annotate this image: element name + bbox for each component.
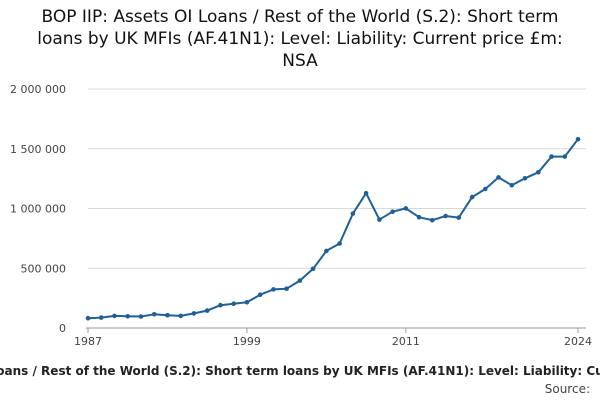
data-point bbox=[509, 183, 515, 188]
series-layer bbox=[85, 136, 581, 321]
x-axis-title-text: BOP IIP: Assets OI Loans / Rest of the W… bbox=[0, 364, 600, 378]
x-tick-label: 2011 bbox=[392, 335, 420, 348]
data-point bbox=[85, 315, 91, 321]
data-point bbox=[257, 292, 263, 298]
data-point bbox=[350, 211, 356, 216]
data-point bbox=[125, 314, 130, 319]
data-point bbox=[430, 217, 435, 223]
data-point bbox=[231, 301, 236, 307]
data-point bbox=[191, 311, 197, 316]
data-point bbox=[271, 287, 276, 292]
data-point bbox=[165, 312, 170, 318]
data-point bbox=[522, 176, 528, 181]
y-tick-label: 500 000 bbox=[21, 262, 67, 275]
data-point bbox=[151, 312, 157, 317]
x-tick-label: 1999 bbox=[233, 335, 261, 348]
data-point bbox=[536, 170, 541, 175]
data-point bbox=[138, 314, 144, 319]
data-point bbox=[310, 266, 316, 272]
data-point bbox=[324, 248, 329, 254]
data-point bbox=[575, 136, 581, 142]
data-point bbox=[377, 217, 382, 222]
y-tick-label: 0 bbox=[59, 322, 66, 335]
data-point bbox=[496, 175, 501, 180]
data-point bbox=[562, 154, 568, 159]
data-point bbox=[297, 278, 303, 283]
data-point bbox=[390, 209, 395, 214]
data-point bbox=[218, 302, 223, 308]
data-point bbox=[284, 286, 289, 292]
y-tick-label: 1 000 000 bbox=[10, 203, 66, 216]
data-point bbox=[363, 190, 369, 196]
data-point bbox=[244, 300, 250, 305]
data-point bbox=[204, 308, 210, 313]
data-point bbox=[456, 215, 462, 220]
data-point bbox=[443, 213, 448, 219]
data-point bbox=[483, 186, 488, 192]
data-point bbox=[549, 154, 554, 159]
gridlines bbox=[88, 88, 586, 269]
data-point bbox=[98, 315, 104, 320]
data-point bbox=[416, 214, 422, 220]
x-tick-label: 2024 bbox=[564, 335, 592, 348]
data-point bbox=[469, 194, 475, 200]
data-point bbox=[337, 241, 342, 246]
y-tick-label: 2 000 000 bbox=[10, 83, 66, 96]
data-point bbox=[112, 313, 117, 319]
data-point bbox=[178, 313, 183, 319]
source-note: Source: bbox=[544, 382, 590, 396]
y-tick-label: 1 500 000 bbox=[10, 143, 66, 156]
series-line bbox=[87, 138, 579, 320]
x-tick-label: 1987 bbox=[74, 335, 102, 348]
x-axis-title: BOP IIP: Assets OI Loans / Rest of the W… bbox=[0, 364, 600, 382]
data-point bbox=[403, 206, 409, 211]
axes: 0 500 000 1 000 000 1 500 000 2 000 000 1987 1… bbox=[10, 83, 592, 348]
chart-title: BOP IIP: Assets OI Loans / Rest of the W… bbox=[37, 7, 563, 71]
